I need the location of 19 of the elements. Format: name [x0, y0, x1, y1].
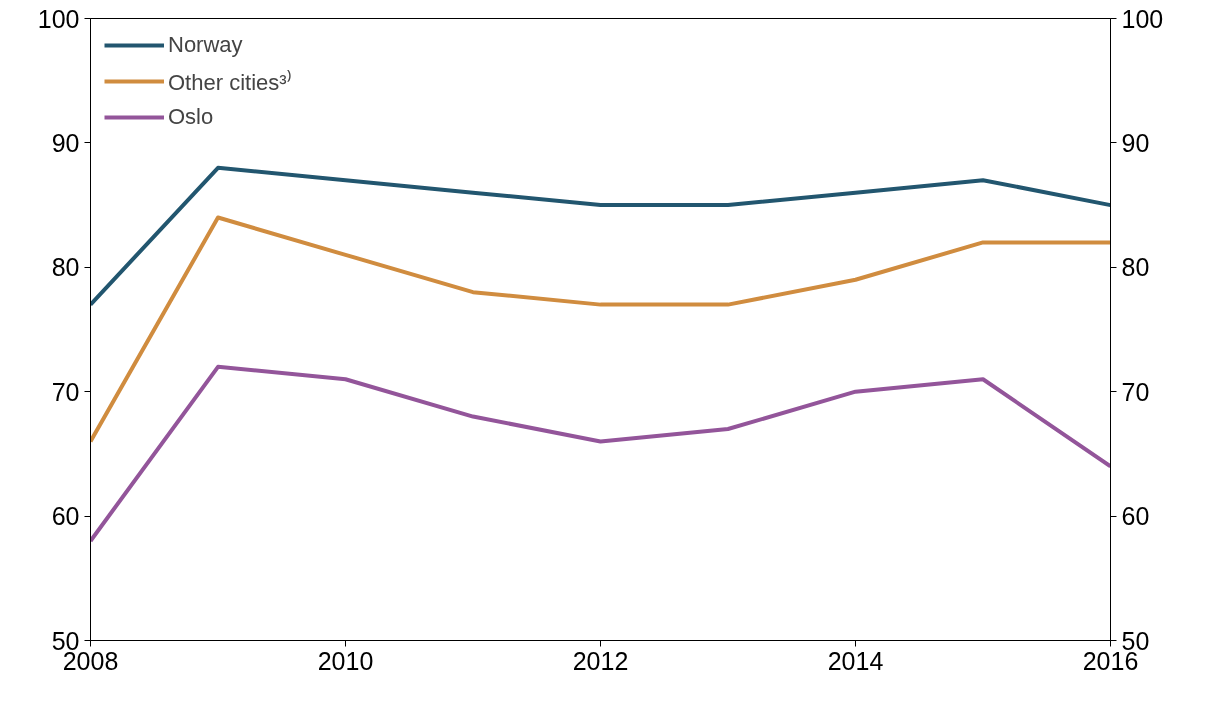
y-tick-label: 80 [51, 253, 80, 282]
y2-tick-label: 100 [1121, 4, 1164, 33]
y2-tick-label: 70 [1121, 377, 1150, 406]
line-series [90, 364, 1111, 543]
x-tick-label: 2010 [317, 646, 374, 675]
y-tick-label: 60 [51, 502, 80, 531]
line-series [90, 165, 1111, 307]
y2-tick-label: 80 [1121, 253, 1150, 282]
y-tick-label: 90 [51, 128, 80, 157]
legend-label: Oslo [168, 104, 214, 130]
y-tick-label: 70 [51, 377, 80, 406]
x-tick-label: 2014 [827, 646, 884, 675]
legend-label: Norway [168, 32, 243, 58]
y2-tick-label: 60 [1121, 502, 1150, 531]
line-series [90, 215, 1111, 444]
x-tick-label: 2012 [572, 646, 629, 675]
y-tick-label: 100 [37, 4, 80, 33]
y2-tick-label: 90 [1121, 128, 1150, 157]
legend-label: Other cities³⁾ [168, 69, 292, 96]
